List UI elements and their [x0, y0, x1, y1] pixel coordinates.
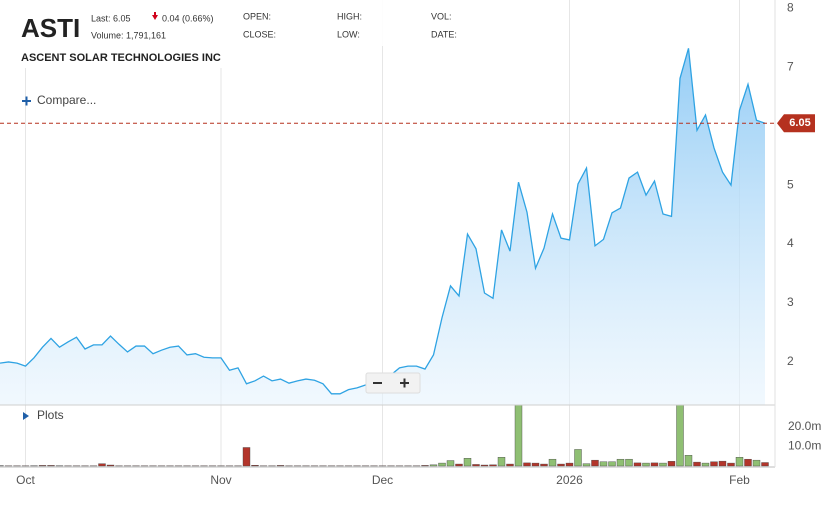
volume-bar: [591, 459, 599, 467]
volume-bar: [659, 462, 667, 467]
volume-bar: [667, 461, 676, 467]
field-label: OPEN:: [243, 11, 271, 21]
plots-toggle[interactable]: Plots: [23, 408, 64, 422]
ticker: ASTI: [21, 13, 80, 43]
down-arrow: [152, 12, 158, 20]
y-tick-label: 7: [787, 59, 794, 73]
volume-bar: [557, 463, 565, 467]
field-label: LOW:: [337, 29, 360, 39]
volume-bar: [523, 462, 531, 467]
volume-bar: [744, 458, 752, 467]
volume-bar: [438, 462, 446, 467]
volume-bar: [676, 405, 684, 467]
expand-icon: [23, 412, 29, 420]
volume-bar: [446, 460, 455, 467]
field-label: CLOSE:: [243, 29, 276, 39]
volume-bar: [489, 464, 497, 467]
volume-bar: [455, 463, 463, 467]
volume-bar: [565, 462, 574, 467]
last-price-label: 6.05: [789, 117, 810, 129]
volume-bar: [625, 458, 633, 467]
ohlc-box: [225, 0, 525, 46]
y-tick-label: 10.0m: [788, 439, 821, 453]
last-price: Last: 6.05: [91, 13, 131, 23]
volume-bar: [650, 462, 659, 467]
volume-bar: [540, 463, 548, 467]
volume-bar: [98, 463, 106, 467]
plus-icon: [22, 96, 31, 106]
header-box: [0, 0, 225, 68]
volume-bar: [497, 457, 506, 467]
x-tick-label: Nov: [210, 473, 231, 487]
volume-bar: [514, 405, 523, 467]
x-tick-label: Feb: [729, 473, 750, 487]
company-name: ASCENT SOLAR TECHNOLOGIES INC: [21, 52, 221, 64]
volume-bar: [710, 461, 718, 467]
y-tick-label: 3: [787, 295, 794, 309]
volume-bar: [574, 449, 582, 467]
volume-bar: [761, 462, 769, 467]
volume-bar: [531, 462, 540, 467]
zoom-bar: [365, 372, 421, 394]
volume-bar: [472, 464, 480, 467]
last-price-tag: [777, 114, 815, 133]
volume-bar: [718, 460, 727, 467]
zoom-controls: [365, 372, 421, 394]
compare-button[interactable]: Compare...: [22, 93, 96, 107]
volume-series: [0, 405, 769, 467]
field-label: VOL:: [431, 11, 452, 21]
volume-bar: [735, 457, 744, 467]
volume-bar: [106, 464, 115, 467]
plots-label[interactable]: Plots: [37, 408, 64, 422]
field-label: HIGH:: [337, 11, 362, 21]
volume-bar: [582, 463, 591, 467]
volume-bar: [251, 465, 259, 467]
x-tick-label: 2026: [556, 473, 583, 487]
volume-bar: [727, 462, 735, 467]
y-tick-label: 4: [787, 236, 794, 250]
volume-bar: [38, 465, 47, 467]
volume-bar: [633, 462, 642, 467]
volume-bar: [463, 458, 472, 467]
volume-bar: [616, 458, 625, 467]
volume-bar: [421, 465, 429, 467]
volume-bar: [548, 458, 557, 467]
price-area: [0, 48, 765, 405]
volume-bar: [642, 462, 650, 467]
y-tick-label: 2: [787, 354, 794, 368]
volume-bar: [693, 461, 701, 467]
volume-bar: [276, 465, 285, 467]
y-tick-label: 5: [787, 177, 794, 191]
y-tick-label: 20.0m: [788, 419, 821, 433]
volume-bar: [47, 465, 55, 467]
marks-layer: [0, 48, 775, 467]
volume-bar: [506, 463, 514, 467]
y-tick-label: 8: [787, 0, 794, 14]
x-tick-label: Oct: [16, 473, 35, 487]
volume-bar: [429, 464, 438, 467]
volume-bar: [242, 447, 251, 467]
volume-bar: [608, 461, 616, 467]
volume-bar: [701, 462, 710, 467]
volume: Volume: 1,791,161: [91, 30, 166, 40]
volume-bar: [480, 464, 489, 467]
zoom-in[interactable]: [400, 378, 409, 388]
price-change: 0.04 (0.66%): [162, 13, 214, 23]
compare-label[interactable]: Compare...: [37, 93, 96, 107]
field-label: DATE:: [431, 29, 457, 39]
x-tick-label: Dec: [372, 473, 393, 487]
volume-bar: [599, 461, 608, 467]
volume-bar: [684, 455, 693, 467]
volume-bar: [752, 459, 761, 467]
